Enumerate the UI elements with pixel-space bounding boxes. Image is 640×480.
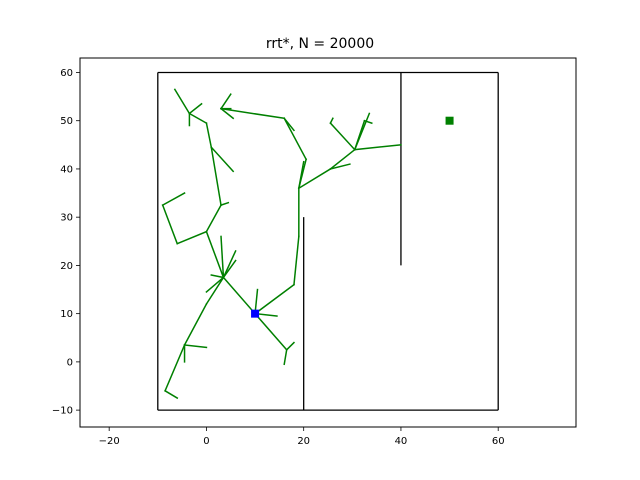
tree-edge-35 bbox=[283, 117, 296, 132]
tree-edge-34 bbox=[283, 117, 308, 161]
tree-edge-27 bbox=[254, 312, 288, 351]
y-tick-label: 20 bbox=[60, 261, 73, 272]
tree-edge-16 bbox=[188, 112, 208, 125]
y-tick-label: 30 bbox=[60, 213, 73, 224]
tree-edge-8 bbox=[176, 230, 208, 245]
tree-edge-40 bbox=[297, 160, 305, 190]
tree-edge-14 bbox=[210, 146, 235, 173]
tree-edge-30 bbox=[254, 283, 296, 315]
markers bbox=[251, 116, 454, 318]
tree-edge-22 bbox=[220, 235, 225, 279]
x-tick-label: −20 bbox=[99, 436, 120, 447]
tree-edge-15 bbox=[205, 122, 213, 149]
y-tick-label: 50 bbox=[60, 116, 73, 127]
y-tick-label: 0 bbox=[67, 357, 73, 368]
x-tick-label: 60 bbox=[492, 436, 505, 447]
tree-edge-12 bbox=[220, 201, 230, 207]
tree-edge-36 bbox=[220, 107, 286, 120]
tree-edge-0 bbox=[222, 276, 257, 315]
y-axis: −10 0 10 20 30 40 50 60 bbox=[52, 68, 80, 417]
chart-title: rrt*, N = 20000 bbox=[266, 36, 374, 52]
tree-edge-23 bbox=[222, 249, 237, 279]
tree-edge-24 bbox=[222, 259, 237, 279]
tree-edge-13 bbox=[210, 146, 222, 206]
tree-edge-41 bbox=[297, 167, 332, 190]
rrt-tree bbox=[161, 88, 402, 400]
tree-edge-2 bbox=[183, 302, 208, 347]
tree-edge-28 bbox=[283, 348, 288, 366]
tree-edge-39 bbox=[219, 93, 232, 110]
y-tick-label: 40 bbox=[60, 164, 73, 175]
tree-edge-43 bbox=[329, 148, 356, 170]
start-marker bbox=[251, 309, 260, 318]
x-tick-label: 40 bbox=[395, 436, 408, 447]
y-tick-label: 60 bbox=[60, 68, 73, 79]
tree-edge-20 bbox=[205, 276, 225, 293]
tree-edge-46 bbox=[329, 117, 334, 125]
y-tick-label: 10 bbox=[60, 309, 73, 320]
tree-edge-4 bbox=[164, 389, 179, 400]
tree-edge-42 bbox=[329, 163, 351, 170]
axes-frame bbox=[79, 57, 577, 428]
tree-edge-5 bbox=[183, 344, 208, 349]
tree-edge-9 bbox=[161, 204, 179, 245]
tree-edge-11 bbox=[205, 204, 223, 233]
y-tick-label: −10 bbox=[52, 406, 73, 417]
tree-edge-3 bbox=[164, 344, 186, 392]
x-tick-label: 20 bbox=[297, 436, 310, 447]
tree-edge-49 bbox=[353, 112, 371, 151]
tree-edge-25 bbox=[254, 288, 259, 315]
tree-edge-21 bbox=[210, 274, 225, 279]
goal-marker bbox=[445, 116, 454, 125]
tree-edge-44 bbox=[353, 143, 402, 151]
tree-edge-10 bbox=[161, 192, 186, 207]
obstacle-lines bbox=[157, 71, 499, 411]
tree-edge-18 bbox=[188, 102, 203, 115]
x-tick-label: 0 bbox=[203, 436, 209, 447]
tree-edge-17 bbox=[173, 88, 191, 115]
tree-edge-1 bbox=[205, 276, 225, 306]
tree-edge-29 bbox=[285, 341, 296, 351]
tree-edge-7 bbox=[205, 230, 225, 279]
tree-edge-45 bbox=[329, 122, 356, 151]
tree-edge-37 bbox=[219, 107, 235, 120]
x-axis: −20 0 20 40 60 bbox=[99, 427, 505, 447]
tree-edge-31 bbox=[293, 235, 300, 286]
